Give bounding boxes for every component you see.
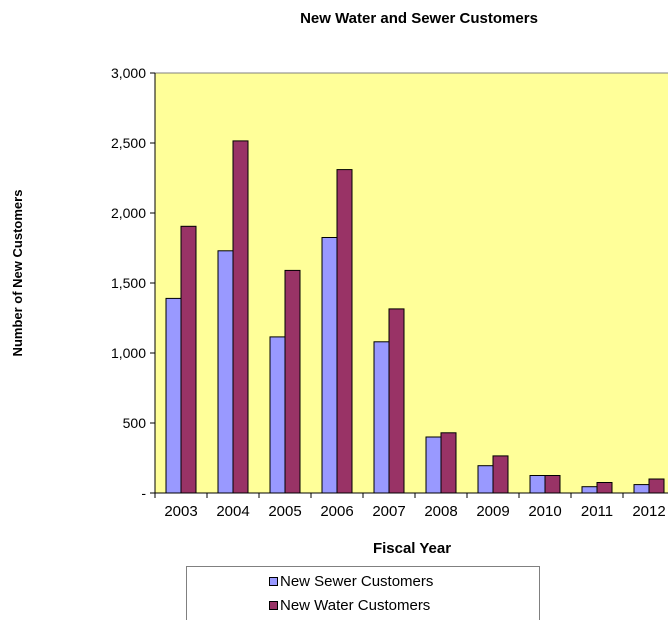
bar-water-2011 — [596, 482, 613, 494]
y-tick-label: 1,000 — [111, 345, 146, 361]
bar-sewer-2008 — [425, 436, 442, 494]
bars-group — [165, 140, 665, 494]
bar-water-2003 — [180, 225, 197, 494]
legend-label-water: New Water Customers — [280, 597, 431, 614]
y-tick-label: 2,500 — [111, 135, 146, 151]
x-tick-label: 2006 — [320, 503, 353, 520]
bar-sewer-2009 — [477, 465, 494, 494]
bar-sewer-2007 — [373, 341, 390, 494]
legend-swatch-sewer — [269, 577, 278, 586]
bar-water-2012 — [648, 478, 665, 494]
legend: New Sewer Customers New Water Customers — [186, 566, 540, 620]
x-tick-label: 2010 — [528, 503, 561, 520]
x-tick-label: 2003 — [164, 503, 197, 520]
legend-item-water: New Water Customers — [269, 597, 430, 614]
bar-sewer-2003 — [165, 297, 182, 494]
x-axis-label: Fiscal Year — [373, 540, 451, 557]
bar-water-2010 — [544, 475, 561, 494]
y-tick-label: 500 — [123, 415, 147, 431]
legend-label-sewer: New Sewer Customers — [280, 573, 434, 590]
y-tick-label: 1,500 — [111, 275, 146, 291]
chart-title: New Water and Sewer Customers — [300, 10, 538, 27]
bar-sewer-2010 — [529, 475, 546, 494]
bar-sewer-2012 — [633, 484, 650, 494]
x-tick-label: 2007 — [372, 503, 405, 520]
legend-item-sewer: New Sewer Customers — [269, 573, 433, 590]
bar-water-2008 — [440, 432, 457, 494]
x-tick-label: 2008 — [424, 503, 457, 520]
bar-water-2009 — [492, 455, 509, 494]
bar-sewer-2006 — [321, 237, 338, 494]
x-ticks-group: 2003 2004 2005 2006 2007 2008 2009 2010 2011 2012 — [154, 493, 666, 520]
y-tick-label: - — [141, 485, 146, 501]
x-tick-label: 2011 — [581, 503, 613, 520]
y-ticks-group: - 500 1,000 1,500 2,000 2,500 3,000 — [111, 65, 155, 501]
bar-water-2005 — [284, 269, 301, 494]
bar-sewer-2004 — [217, 250, 234, 494]
x-tick-label: 2009 — [476, 503, 509, 520]
y-tick-label: 3,000 — [111, 65, 146, 81]
y-axis-label: Number of New Customers — [10, 190, 25, 357]
bar-sewer-2005 — [269, 336, 286, 494]
bar-water-2007 — [388, 308, 405, 494]
bar-water-2004 — [232, 140, 249, 494]
x-tick-label: 2005 — [268, 503, 301, 520]
bar-sewer-2011 — [581, 486, 598, 494]
legend-swatch-water — [269, 601, 278, 610]
x-tick-label: 2004 — [216, 503, 249, 520]
y-tick-label: 2,000 — [111, 205, 146, 221]
bar-water-2006 — [336, 169, 353, 494]
x-tick-label: 2012 — [632, 503, 665, 520]
